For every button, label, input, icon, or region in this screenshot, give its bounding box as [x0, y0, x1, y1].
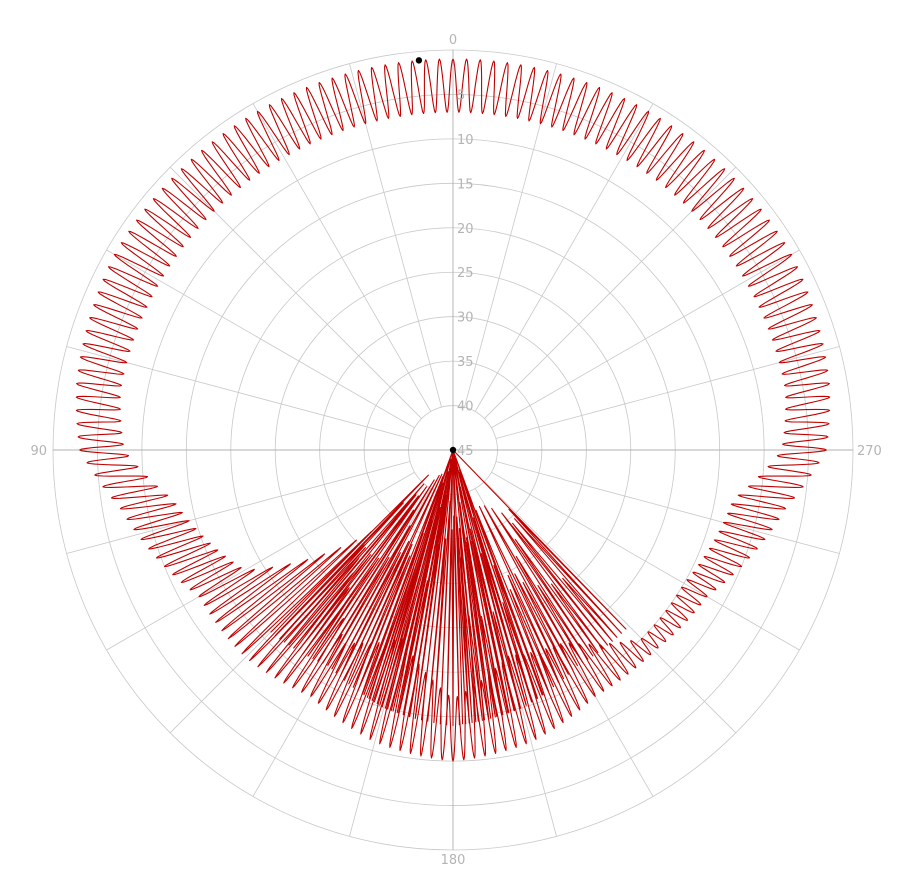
series-fan-lobe [452, 449, 627, 725]
radial-tick-label: 25 [457, 266, 474, 281]
angle-tick-label: 270 [857, 444, 882, 459]
grid-spoke [495, 461, 840, 554]
grid-spoke [484, 481, 737, 734]
angle-tick-label: 0 [449, 33, 457, 48]
series-fan-lobe [363, 449, 543, 727]
series-trace [75, 58, 831, 762]
data-marker [415, 57, 423, 64]
grid-spoke [66, 461, 411, 554]
radial-tick-label: 45 [457, 444, 474, 459]
grid-spoke [474, 103, 654, 412]
radial-tick-label: 35 [457, 355, 474, 370]
radial-tick-label: 40 [457, 400, 474, 415]
grid-spoke [495, 346, 840, 439]
radial-tick-label: 20 [457, 222, 474, 237]
radial-tick-label: 15 [457, 177, 474, 192]
axis-labels: 0 90 180 270 5 10 15 20 25 30 35 40 45 [30, 33, 881, 868]
series-fan-lobe [270, 449, 454, 719]
grid-spoke [491, 249, 800, 429]
grid-spoke [106, 249, 415, 429]
series-layer [75, 58, 831, 762]
radial-tick-label: 10 [457, 133, 474, 148]
data-marker [449, 446, 457, 454]
angle-tick-label: 180 [441, 853, 466, 868]
angle-tick-label: 90 [30, 444, 47, 459]
grid-spoke [66, 346, 411, 439]
grid-spoke [349, 63, 442, 408]
grid-spoke [491, 471, 800, 651]
marker-layer [415, 57, 457, 454]
radial-tick-label: 30 [457, 311, 474, 326]
grid-spoke [106, 471, 415, 651]
grid-spoke [484, 166, 737, 419]
radial-tick-label: 5 [457, 88, 465, 103]
grid-spoke [252, 103, 432, 412]
grid-spoke [464, 63, 557, 408]
grid-spoke [169, 166, 422, 419]
